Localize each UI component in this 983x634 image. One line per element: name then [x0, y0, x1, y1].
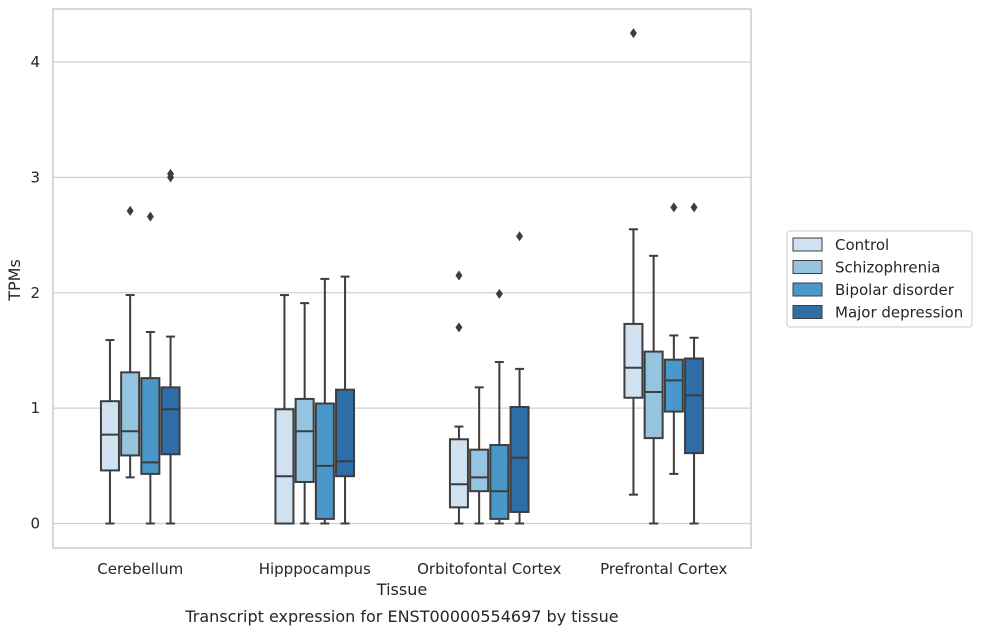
- box-major-depression: [509, 231, 530, 525]
- box-bipolar-disorder: [140, 211, 161, 525]
- y-tick-label: 4: [30, 53, 40, 71]
- box-iqr: [160, 386, 181, 456]
- box-iqr: [335, 388, 356, 478]
- x-axis-label: Tissue: [376, 580, 427, 599]
- box-iqr: [489, 444, 510, 520]
- box-iqr: [469, 448, 490, 493]
- box-iqr: [314, 402, 335, 520]
- box-iqr: [663, 358, 684, 413]
- chart-title: Transcript expression for ENST0000055469…: [184, 607, 618, 626]
- box-series-layer: [99, 28, 705, 525]
- outlier-point: [629, 28, 637, 39]
- box-iqr: [99, 400, 120, 472]
- box-control: [274, 294, 295, 525]
- legend-label: Bipolar disorder: [835, 281, 955, 299]
- outlier-point: [455, 270, 463, 281]
- box-bipolar-disorder: [489, 288, 510, 525]
- box-iqr: [120, 371, 141, 457]
- outlier-point: [690, 202, 698, 213]
- y-axis-label: TPMs: [5, 259, 24, 302]
- box-schizophrenia: [294, 302, 315, 525]
- box-bipolar-disorder: [663, 202, 684, 475]
- box-control: [99, 339, 120, 525]
- y-tick-label: 0: [30, 515, 40, 533]
- outlier-point: [455, 322, 463, 333]
- y-tick-label: 1: [30, 399, 40, 417]
- y-tick-label: 2: [30, 284, 40, 302]
- legend-label: Schizophrenia: [835, 259, 940, 277]
- box-iqr: [274, 408, 295, 525]
- box-iqr: [684, 357, 705, 455]
- outlier-point: [146, 211, 154, 222]
- y-tick-label: 3: [30, 168, 40, 186]
- box-bipolar-disorder: [314, 277, 335, 525]
- box-schizophrenia: [469, 386, 490, 525]
- box-iqr: [643, 350, 664, 440]
- legend-swatch: [792, 260, 823, 274]
- box-major-depression: [684, 202, 705, 525]
- outlier-point: [167, 168, 175, 179]
- outlier-point: [126, 205, 134, 216]
- x-tick-label: Hipppocampus: [259, 560, 371, 578]
- outlier-point: [670, 202, 678, 213]
- outlier-point: [495, 288, 503, 299]
- legend-label: Major depression: [835, 304, 963, 322]
- box-iqr: [140, 377, 161, 475]
- legend-swatch: [792, 237, 823, 252]
- box-control: [448, 270, 469, 525]
- box-major-depression: [335, 275, 356, 525]
- box-schizophrenia: [120, 205, 141, 479]
- x-tick-label: Orbitofontal Cortex: [417, 560, 561, 578]
- y-axis-ticks: 0 1 2 3 4: [30, 53, 40, 533]
- plot-background: [52, 8, 752, 549]
- legend-label: Control: [835, 236, 889, 254]
- box-control: [623, 28, 644, 496]
- outlier-point: [516, 231, 524, 242]
- x-axis-ticks: Cerebellum Hipppocampus Orbitofontal Corte…: [97, 560, 727, 578]
- box-iqr: [448, 438, 469, 509]
- legend-frame: [786, 230, 973, 328]
- legend: Control Schizophrenia Bipolar disorder Majo…: [786, 230, 973, 328]
- box-iqr: [294, 397, 315, 483]
- box-iqr: [623, 322, 644, 399]
- x-tick-label: Prefrontal Cortex: [600, 560, 727, 578]
- x-tick-label: Cerebellum: [97, 560, 183, 578]
- box-major-depression: [160, 168, 181, 525]
- box-schizophrenia: [643, 254, 664, 525]
- legend-swatch: [792, 282, 823, 297]
- box-iqr: [509, 405, 530, 513]
- legend-swatch: [792, 305, 823, 319]
